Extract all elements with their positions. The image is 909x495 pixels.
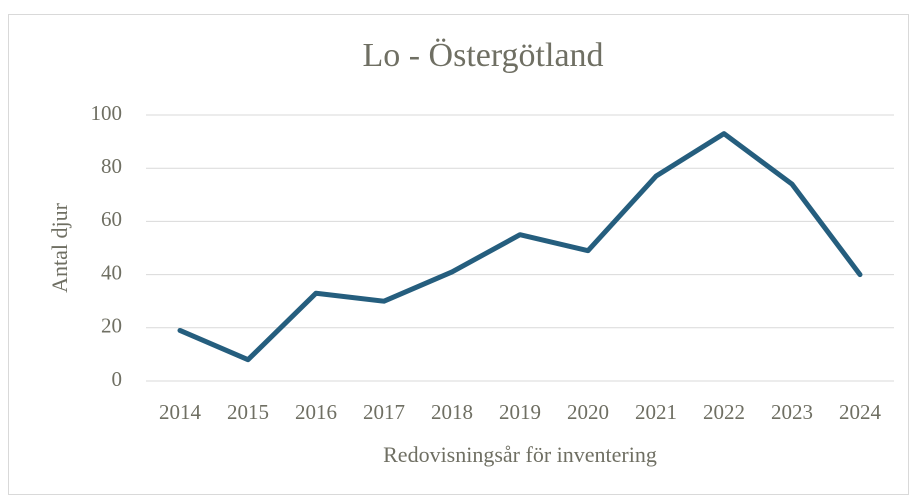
y-tick-label: 20	[101, 314, 122, 338]
x-tick-label: 2024	[839, 400, 882, 424]
x-tick-label: 2019	[499, 400, 541, 424]
y-tick-label: 80	[101, 154, 122, 178]
x-tick-label: 2014	[159, 400, 202, 424]
y-axis-label: Antal djur	[47, 202, 72, 292]
x-tick-label: 2021	[635, 400, 677, 424]
data-line	[177, 131, 863, 363]
x-tick-label: 2018	[431, 400, 473, 424]
x-tick-label: 2023	[771, 400, 813, 424]
y-tick-label: 0	[112, 367, 123, 391]
x-tick-label: 2020	[567, 400, 609, 424]
x-tick-label: 2016	[295, 400, 337, 424]
x-tick-label: 2022	[703, 400, 745, 424]
y-tick-label: 40	[101, 260, 122, 284]
chart-frame	[8, 14, 909, 495]
x-axis-label: Redovisningsår för inventering	[383, 442, 657, 467]
x-tick-label: 2015	[227, 400, 269, 424]
chart-title: Lo - Östergötland	[362, 37, 603, 74]
y-tick-label: 60	[101, 207, 122, 231]
x-tick-label: 2017	[363, 400, 405, 424]
y-tick-label: 100	[91, 101, 123, 125]
